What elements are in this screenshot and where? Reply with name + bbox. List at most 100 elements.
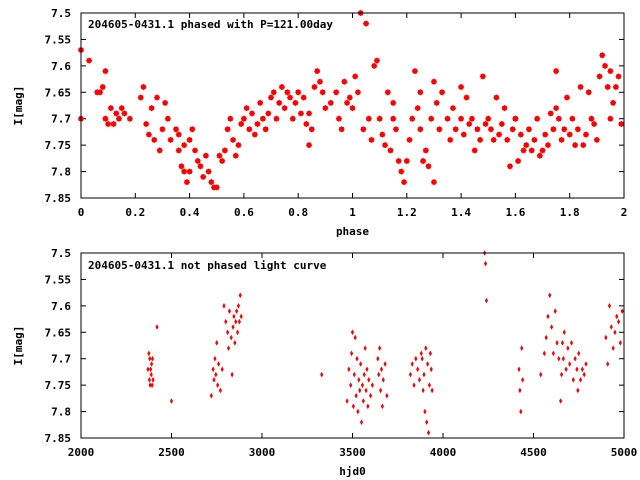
data-point	[237, 318, 241, 325]
phased-plot-frame	[80, 12, 625, 199]
data-point	[147, 350, 151, 357]
data-point	[234, 318, 238, 325]
data-point	[460, 131, 467, 138]
data-point	[433, 99, 440, 107]
data-point	[580, 366, 584, 373]
data-point	[429, 366, 433, 373]
data-point	[149, 366, 153, 373]
data-point	[430, 78, 438, 85]
data-point	[224, 318, 228, 325]
data-point	[349, 382, 353, 388]
y-tick-label: 7.8	[51, 166, 71, 179]
data-point	[214, 371, 218, 378]
y-tick-label: 7.6	[51, 300, 71, 313]
data-point	[403, 157, 410, 165]
data-point	[412, 382, 416, 388]
phased-plot-points	[77, 9, 625, 191]
data-point	[476, 136, 484, 144]
data-point	[498, 120, 505, 128]
data-point	[569, 115, 576, 122]
data-point	[297, 110, 305, 117]
data-point	[379, 366, 384, 373]
x-tick-label: 4500	[520, 446, 547, 459]
data-point	[518, 387, 522, 394]
data-point	[354, 89, 362, 96]
data-point	[504, 136, 511, 144]
data-point	[517, 131, 524, 138]
data-point	[341, 78, 348, 85]
x-tick-label: 5000	[611, 446, 638, 459]
data-point	[316, 78, 324, 85]
data-point	[278, 83, 286, 91]
data-point	[362, 20, 370, 27]
data-point	[536, 152, 543, 159]
data-point	[566, 131, 573, 138]
data-point	[523, 141, 530, 149]
data-point	[571, 377, 575, 383]
data-point	[490, 136, 497, 144]
data-point	[425, 419, 429, 425]
x-tick-label: 1.8	[560, 206, 580, 219]
data-point	[200, 173, 207, 181]
data-point	[419, 350, 423, 357]
data-point	[542, 350, 546, 357]
data-point	[509, 126, 516, 133]
data-point	[178, 163, 185, 170]
data-point	[267, 94, 275, 101]
x-tick-label: 2	[621, 206, 628, 219]
data-point	[359, 419, 364, 425]
data-point	[482, 120, 489, 128]
data-point	[576, 387, 580, 394]
data-point	[366, 403, 370, 410]
data-point	[387, 147, 394, 154]
data-point	[292, 99, 299, 107]
data-point	[584, 361, 588, 367]
data-point	[551, 350, 556, 357]
data-point	[354, 392, 358, 399]
data-point	[105, 120, 112, 128]
data-point	[569, 340, 574, 346]
data-point	[172, 126, 180, 133]
data-point	[362, 371, 366, 378]
data-point	[226, 345, 231, 351]
data-point	[416, 366, 420, 373]
data-point	[305, 141, 313, 149]
data-point	[367, 377, 371, 383]
data-point	[150, 355, 155, 362]
data-point	[585, 89, 592, 96]
data-point	[423, 408, 427, 415]
data-point	[365, 115, 372, 122]
x-tick-label: 3000	[249, 446, 276, 459]
data-point	[227, 115, 234, 122]
data-point	[548, 292, 552, 299]
data-point	[224, 126, 231, 133]
data-point	[383, 361, 387, 367]
data-point	[231, 324, 235, 330]
data-point	[319, 89, 326, 96]
data-point	[564, 366, 568, 373]
data-point	[463, 94, 470, 101]
data-point	[159, 126, 166, 133]
data-point	[606, 361, 610, 367]
data-point	[417, 89, 424, 96]
data-point	[265, 110, 272, 117]
data-point	[186, 168, 193, 175]
data-point	[471, 147, 478, 154]
data-point	[525, 126, 533, 133]
data-point	[411, 67, 419, 75]
data-point	[303, 120, 310, 128]
data-point	[542, 131, 549, 138]
data-point	[531, 136, 538, 144]
data-point	[270, 89, 277, 96]
data-point	[381, 377, 385, 383]
data-point	[229, 136, 237, 144]
data-point	[358, 387, 362, 394]
data-point	[167, 136, 174, 144]
data-point	[377, 371, 381, 378]
data-point	[607, 303, 612, 309]
data-point	[126, 115, 134, 122]
x-tick-label: 3500	[339, 446, 366, 459]
x-tick-label: 0.6	[234, 206, 254, 219]
data-point	[284, 89, 291, 96]
x-tick-label: 1	[349, 206, 356, 219]
